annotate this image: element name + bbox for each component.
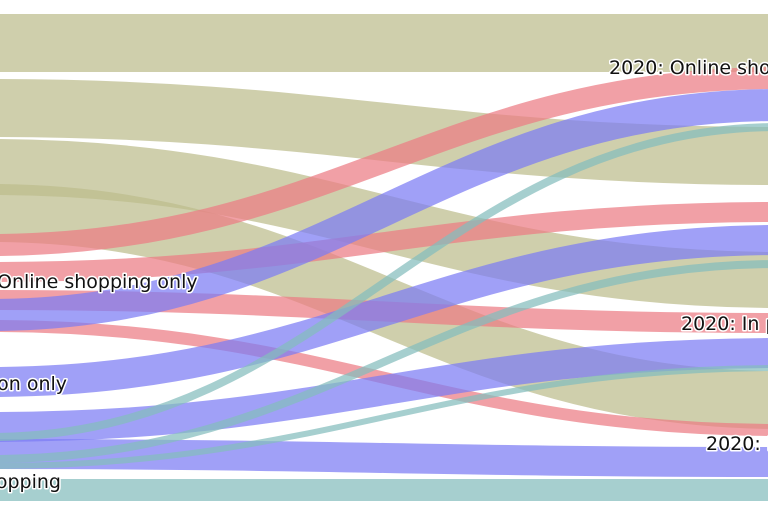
sankey-link-teal-14 [0,365,768,469]
node-label-2020-no-shopping: 2020: No shopping [706,433,768,455]
sankey-link-olive-1 [0,79,768,185]
sankey-link-blue-9 [0,225,768,397]
node-label-2020-in-person-only: 2020: In person only [681,313,768,335]
sankey-labels: Online shopping only In person only No s… [0,56,768,495]
sankey-link-blue-8 [0,89,768,331]
node-label-online-shopping-only: Online shopping only [0,271,198,293]
sankey-link-blue-11 [0,439,768,477]
sankey-link-teal-13 [0,260,768,463]
node-label-2020-online-shopping-only: 2020: Online shopping only [609,57,768,79]
node-label-in-person-only: In person only [0,373,67,395]
sankey-links [0,14,768,501]
node-label-no-shopping: No shopping [0,471,61,493]
sankey-link-red-5 [0,202,768,282]
sankey-link-red-4 [0,67,768,256]
sankey-link-teal-12 [0,123,768,441]
